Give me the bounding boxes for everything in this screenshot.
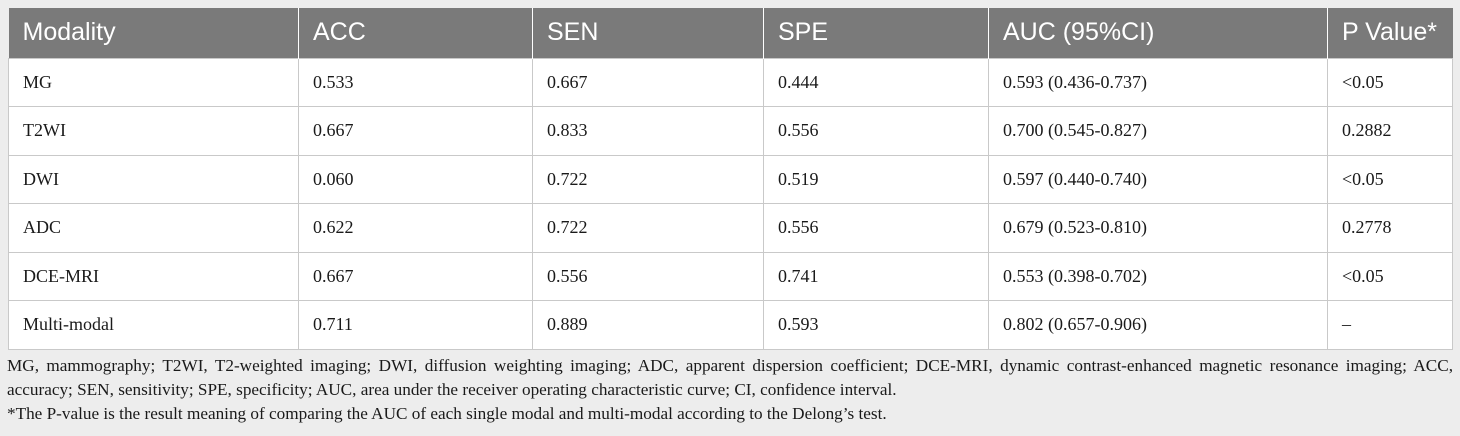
cell-acc: 0.533 (298, 57, 533, 107)
cell-sen: 0.722 (532, 203, 764, 253)
table-row: ADC 0.622 0.722 0.556 0.679 (0.523-0.810… (8, 203, 1453, 253)
table-footnote: MG, mammography; T2WI, T2-weighted imagi… (7, 354, 1453, 426)
cell-modality: Multi-modal (8, 300, 299, 350)
cell-acc: 0.622 (298, 203, 533, 253)
cell-spe: 0.556 (763, 106, 989, 156)
cell-auc: 0.553 (0.398-0.702) (988, 251, 1328, 301)
cell-acc: 0.667 (298, 106, 533, 156)
cell-acc: 0.667 (298, 251, 533, 301)
cell-p-value: 0.2882 (1327, 106, 1453, 156)
cell-spe: 0.444 (763, 57, 989, 107)
cell-sen: 0.667 (532, 57, 764, 107)
table-row: DCE-MRI 0.667 0.556 0.741 0.553 (0.398-0… (8, 251, 1453, 301)
cell-modality: MG (8, 57, 299, 107)
abbreviations-note: MG, mammography; T2WI, T2-weighted imagi… (7, 356, 1453, 399)
cell-modality: T2WI (8, 106, 299, 156)
p-value-note: *The P-value is the result meaning of co… (7, 404, 887, 423)
header-spe: SPE (763, 8, 989, 58)
table-row: T2WI 0.667 0.833 0.556 0.700 (0.545-0.82… (8, 106, 1453, 156)
cell-sen: 0.722 (532, 154, 764, 204)
cell-sen: 0.556 (532, 251, 764, 301)
cell-acc: 0.060 (298, 154, 533, 204)
results-table: Modality ACC SEN SPE AUC (95%CI) P Value… (8, 8, 1453, 350)
table-row: DWI 0.060 0.722 0.519 0.597 (0.440-0.740… (8, 154, 1453, 204)
header-acc: ACC (298, 8, 533, 58)
cell-p-value: <0.05 (1327, 57, 1453, 107)
cell-p-value: <0.05 (1327, 154, 1453, 204)
header-row: Modality ACC SEN SPE AUC (95%CI) P Value… (8, 8, 1453, 58)
cell-modality: ADC (8, 203, 299, 253)
cell-spe: 0.593 (763, 300, 989, 350)
table-row: MG 0.533 0.667 0.444 0.593 (0.436-0.737)… (8, 57, 1453, 107)
table-row: Multi-modal 0.711 0.889 0.593 0.802 (0.6… (8, 300, 1453, 350)
cell-sen: 0.833 (532, 106, 764, 156)
cell-auc: 0.802 (0.657-0.906) (988, 300, 1328, 350)
header-sen: SEN (532, 8, 764, 58)
cell-acc: 0.711 (298, 300, 533, 350)
header-auc: AUC (95%CI) (988, 8, 1328, 58)
cell-modality: DWI (8, 154, 299, 204)
cell-spe: 0.519 (763, 154, 989, 204)
cell-p-value: – (1327, 300, 1453, 350)
cell-modality: DCE-MRI (8, 251, 299, 301)
header-modality: Modality (8, 8, 299, 58)
cell-spe: 0.556 (763, 203, 989, 253)
cell-p-value: 0.2778 (1327, 203, 1453, 253)
cell-spe: 0.741 (763, 251, 989, 301)
cell-auc: 0.593 (0.436-0.737) (988, 57, 1328, 107)
cell-auc: 0.700 (0.545-0.827) (988, 106, 1328, 156)
cell-sen: 0.889 (532, 300, 764, 350)
cell-auc: 0.597 (0.440-0.740) (988, 154, 1328, 204)
cell-p-value: <0.05 (1327, 251, 1453, 301)
header-p-value: P Value* (1327, 8, 1453, 58)
cell-auc: 0.679 (0.523-0.810) (988, 203, 1328, 253)
